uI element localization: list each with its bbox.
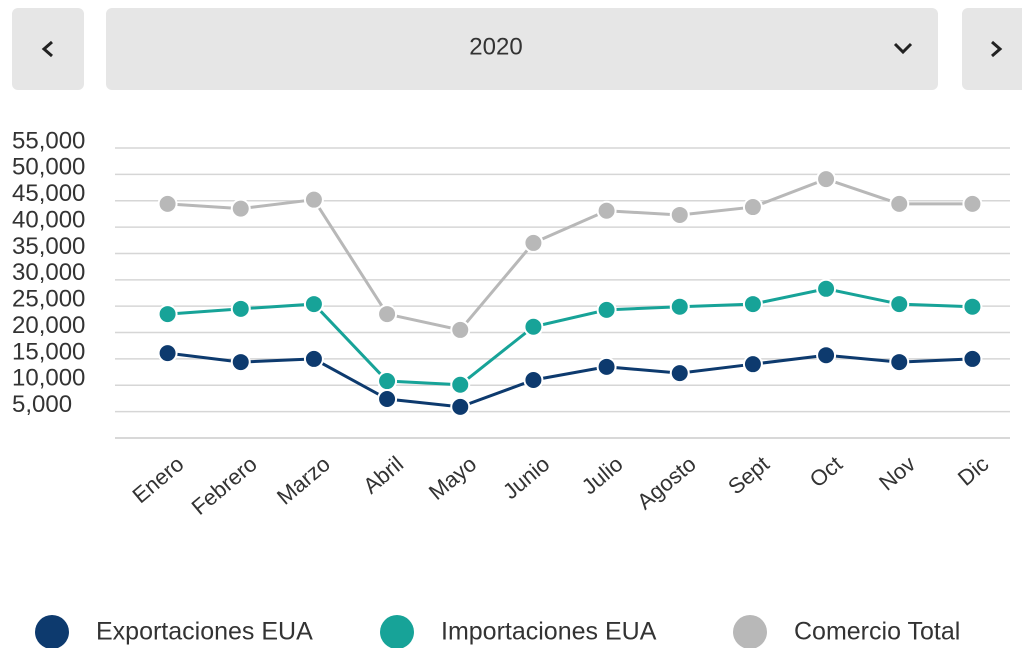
y-tick-label: 50,000 <box>12 154 85 181</box>
data-point <box>889 193 910 214</box>
data-point <box>157 343 178 364</box>
legend-swatch <box>733 615 767 648</box>
y-tick-label: 55,000 <box>12 127 85 154</box>
x-tick-label: Febrero <box>187 451 262 520</box>
data-point <box>962 193 983 214</box>
x-tick-label: Abril <box>358 451 408 498</box>
legend-label: Exportaciones EUA <box>96 618 313 646</box>
data-point <box>962 348 983 369</box>
x-tick-label: Mayo <box>424 451 481 505</box>
prev-icon <box>41 40 53 58</box>
y-tick-label: 30,000 <box>12 259 85 286</box>
series-line <box>167 287 973 387</box>
x-tick-label: Agosto <box>632 451 701 514</box>
y-tick-label: 20,000 <box>12 312 85 339</box>
data-point <box>523 370 544 390</box>
data-point <box>303 294 324 315</box>
data-point <box>157 304 178 325</box>
y-tick-label: 40,000 <box>12 206 85 233</box>
data-point <box>450 396 471 417</box>
data-point <box>157 193 178 214</box>
x-tick-label: Nov <box>874 451 920 495</box>
legend-swatch <box>380 615 414 648</box>
data-point <box>889 352 910 373</box>
data-point <box>596 200 617 221</box>
x-tick-label: Oct <box>805 451 847 492</box>
data-point <box>816 169 837 190</box>
data-point <box>377 304 398 325</box>
data-point <box>742 294 763 315</box>
data-point <box>669 204 690 225</box>
data-point <box>596 356 617 377</box>
x-tick-label: Dic <box>953 451 993 491</box>
data-point <box>889 294 910 315</box>
prev-button[interactable] <box>12 8 84 90</box>
data-point <box>742 354 763 375</box>
legend-label: Comercio Total <box>794 618 960 646</box>
data-point <box>377 388 398 409</box>
data-point <box>230 198 251 219</box>
next-icon <box>991 40 1003 58</box>
legend-swatch <box>35 615 69 648</box>
x-tick-label: Julio <box>577 451 628 499</box>
next-button[interactable] <box>962 8 1022 90</box>
legend-label: Importaciones EUA <box>441 618 657 646</box>
data-point <box>303 189 324 210</box>
x-tick-label: Junio <box>498 451 554 504</box>
y-tick-label: 25,000 <box>12 286 85 313</box>
data-point <box>450 319 471 340</box>
data-point <box>377 371 398 392</box>
data-point <box>230 352 251 373</box>
x-tick-label: Sept <box>723 451 774 499</box>
y-tick-label: 35,000 <box>12 233 85 260</box>
y-tick-label: 5,000 <box>12 391 72 418</box>
data-point <box>523 232 544 253</box>
data-point <box>962 296 983 317</box>
y-tick-label: 15,000 <box>12 338 85 365</box>
data-point <box>450 374 471 395</box>
data-point <box>596 299 617 320</box>
data-point <box>742 197 763 218</box>
dropdown-icon <box>893 42 913 55</box>
data-point <box>669 363 690 384</box>
data-point <box>230 298 251 319</box>
x-tick-label: Marzo <box>272 451 335 509</box>
series-line <box>167 177 973 332</box>
data-point <box>523 316 544 337</box>
x-tick-label: Enero <box>127 451 188 508</box>
data-point <box>816 345 837 366</box>
y-tick-label: 10,000 <box>12 365 85 392</box>
series-line <box>167 351 973 409</box>
y-tick-label: 45,000 <box>12 180 85 207</box>
data-point <box>669 296 690 317</box>
data-point <box>816 278 837 299</box>
dropdown-value: 2020 <box>469 33 522 60</box>
data-point <box>303 348 324 369</box>
year-dropdown[interactable] <box>106 8 938 90</box>
